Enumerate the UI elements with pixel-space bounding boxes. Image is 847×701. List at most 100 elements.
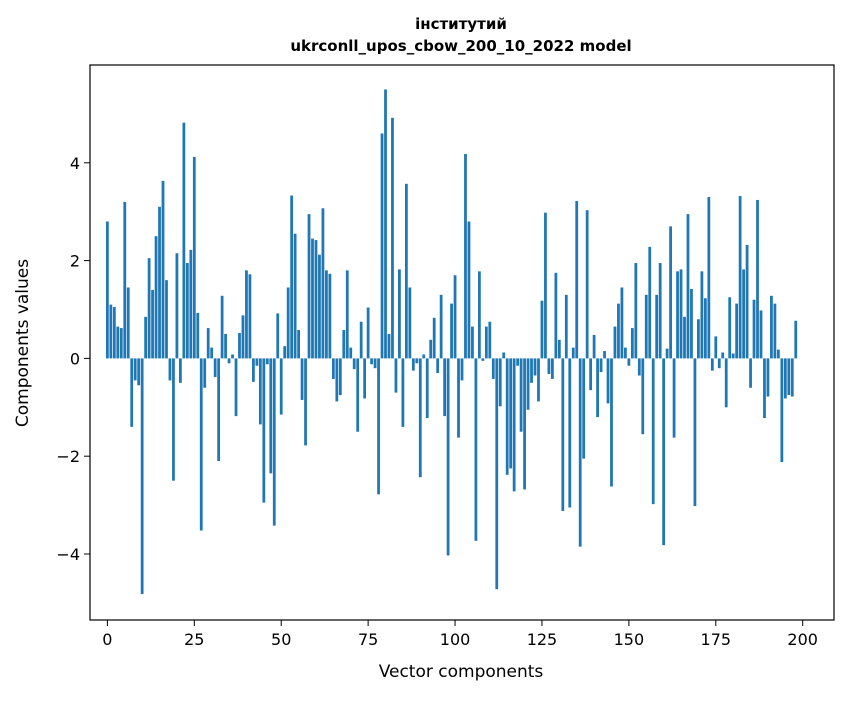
- x-tick-label: 0: [102, 630, 112, 649]
- bar-107: [477, 271, 481, 359]
- bar-113: [498, 358, 502, 407]
- bar-141: [596, 358, 599, 418]
- bar-91: [422, 354, 426, 359]
- ticks-layer: 0 25 50 75 100 125 150 175 200 −4 −2 0 2 4: [56, 154, 818, 649]
- bar-82: [391, 117, 394, 359]
- bar-9: [137, 358, 141, 386]
- bar-117: [512, 358, 516, 492]
- bar-86: [404, 183, 408, 359]
- bar-44: [258, 358, 262, 425]
- bar-150: [627, 358, 631, 366]
- chart-title-line1: інститутий: [415, 15, 507, 33]
- bar-174: [710, 358, 714, 371]
- bar-62: [321, 208, 325, 359]
- bar-124: [537, 358, 540, 402]
- bar-65: [331, 358, 335, 379]
- bar-130: [557, 339, 561, 359]
- bar-95: [436, 358, 440, 374]
- bar-129: [554, 272, 558, 359]
- bar-115: [505, 358, 509, 475]
- bar-149: [624, 347, 627, 359]
- bar-30: [210, 347, 214, 359]
- bar-145: [610, 358, 613, 487]
- bar-196: [787, 358, 791, 396]
- bar-1: [109, 304, 113, 359]
- bar-126: [544, 212, 547, 359]
- bar-85: [401, 358, 405, 427]
- bar-120: [523, 358, 526, 490]
- bar-125: [540, 300, 544, 359]
- bar-94: [432, 317, 436, 359]
- bar-90: [418, 358, 422, 478]
- y-tick-label: −4: [56, 545, 80, 564]
- bar-122: [530, 358, 533, 383]
- bar-171: [700, 271, 704, 359]
- bar-45: [262, 358, 266, 503]
- bar-176: [717, 358, 721, 369]
- bar-20: [175, 253, 179, 359]
- bar-103: [464, 154, 467, 359]
- bar-0: [105, 221, 109, 359]
- bar-60: [314, 240, 318, 359]
- bar-108: [481, 358, 485, 361]
- bar-138: [585, 210, 589, 359]
- bar-144: [606, 358, 610, 404]
- bar-12: [147, 258, 151, 359]
- bar-185: [749, 358, 752, 388]
- bar-53: [290, 195, 294, 359]
- x-tick-label: 175: [701, 630, 732, 649]
- bar-193: [776, 349, 780, 359]
- bar-183: [742, 269, 745, 359]
- bar-195: [783, 358, 787, 399]
- bar-38: [238, 332, 241, 359]
- bar-84: [398, 269, 401, 359]
- bar-140: [592, 334, 596, 359]
- bar-96: [439, 294, 443, 359]
- bar-4: [119, 328, 123, 359]
- bar-161: [665, 348, 669, 359]
- bar-75: [366, 307, 370, 359]
- bar-17: [165, 280, 168, 359]
- bar-42: [252, 358, 255, 382]
- bar-105: [471, 326, 474, 359]
- bar-89: [415, 358, 419, 364]
- bar-119: [519, 358, 523, 432]
- bar-10: [140, 358, 144, 595]
- bar-147: [617, 303, 620, 359]
- bar-163: [672, 358, 676, 438]
- bar-148: [620, 287, 624, 359]
- bar-170: [697, 319, 700, 359]
- bar-70: [349, 347, 353, 359]
- bar-159: [658, 263, 662, 359]
- bar-102: [460, 358, 464, 381]
- bar-33: [220, 295, 224, 359]
- bar-181: [735, 303, 739, 359]
- bar-160: [662, 358, 666, 546]
- bar-64: [328, 273, 332, 359]
- bar-131: [561, 358, 565, 511]
- bar-127: [547, 358, 551, 375]
- bar-7: [130, 358, 134, 427]
- bar-69: [345, 270, 349, 359]
- bar-88: [411, 358, 415, 371]
- bar-121: [526, 358, 530, 410]
- bar-180: [731, 353, 735, 359]
- bar-134: [571, 347, 575, 359]
- bar-83: [394, 358, 398, 393]
- bar-27: [199, 358, 203, 531]
- bar-194: [780, 358, 784, 463]
- bar-79: [380, 133, 384, 359]
- bar-146: [613, 326, 617, 359]
- bar-37: [234, 358, 238, 417]
- bar-157: [651, 358, 655, 505]
- bar-32: [217, 358, 221, 462]
- bar-73: [359, 321, 363, 359]
- bar-52: [286, 287, 290, 359]
- bar-116: [509, 358, 513, 469]
- x-tick-label: 100: [440, 630, 471, 649]
- x-tick-label: 50: [271, 630, 291, 649]
- bar-128: [551, 358, 554, 379]
- bar-19: [172, 358, 175, 481]
- x-tick-label: 25: [184, 630, 204, 649]
